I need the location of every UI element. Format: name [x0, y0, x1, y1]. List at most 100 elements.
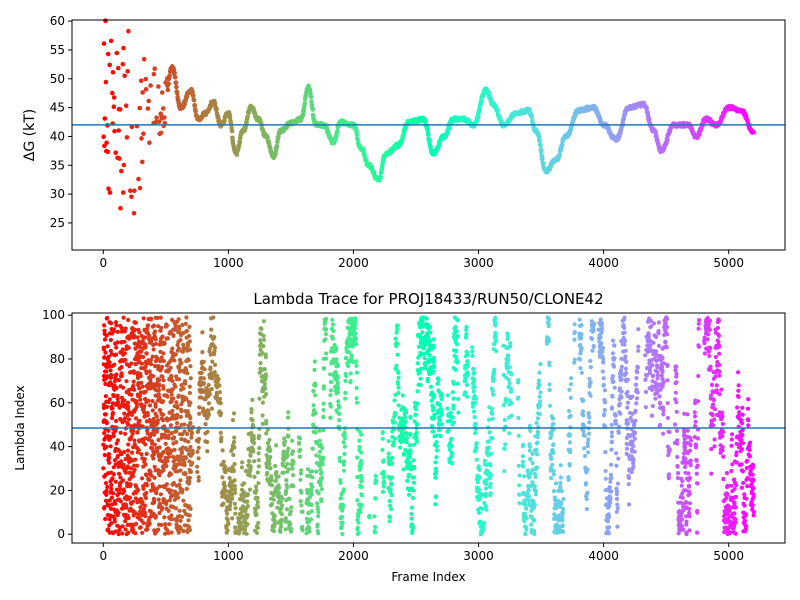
lambda-point [450, 415, 455, 420]
lambda-point [297, 441, 302, 446]
lambda-point [144, 473, 149, 478]
delta-g-point [193, 108, 198, 114]
lambda-point [122, 416, 128, 421]
lambda-point [414, 430, 419, 435]
lambda-point [119, 325, 124, 330]
lambda-point [546, 339, 552, 344]
delta-g-point [132, 188, 137, 193]
delta-g-point [173, 75, 178, 80]
lambda-point [137, 330, 142, 335]
lambda-point [175, 404, 180, 409]
lambda-point [471, 366, 476, 371]
delta-g-point [174, 90, 180, 96]
lambda-point [615, 481, 621, 486]
lambda-point [253, 507, 258, 512]
lambda-point [614, 496, 620, 502]
lambda-point [342, 451, 347, 457]
lambda-point [105, 484, 110, 490]
lambda-point [173, 384, 178, 389]
delta-g-point [538, 149, 544, 155]
lambda-point [137, 418, 142, 423]
delta-g-point [111, 95, 117, 100]
lambda-point [313, 411, 318, 416]
lambda-point [200, 350, 205, 355]
lambda-point [272, 522, 277, 527]
delta-g-point [158, 130, 164, 136]
lambda-point [345, 363, 351, 369]
lambda-point [123, 527, 128, 532]
lambda-point [168, 365, 173, 370]
lambda-point [156, 497, 161, 502]
lambda-point [290, 438, 295, 443]
lambda-point [586, 411, 591, 416]
lambda-point [257, 434, 262, 439]
lambda-point [487, 484, 493, 489]
lambda-point [509, 389, 514, 394]
lambda-point [590, 348, 595, 353]
lambda-point [328, 388, 333, 393]
lambda-point [115, 438, 120, 443]
lambda-point [149, 473, 154, 478]
lambda-point [250, 418, 255, 423]
lambda-point [160, 505, 165, 510]
lambda-point [298, 499, 303, 504]
lambda-point [172, 497, 177, 502]
lambda-point [579, 370, 585, 375]
lambda-point [567, 440, 573, 445]
lambda-point [415, 401, 420, 406]
lambda-point [470, 404, 475, 409]
lambda-point [232, 487, 238, 492]
lambda-point [614, 509, 619, 514]
lambda-point [276, 474, 281, 479]
lambda-point [158, 492, 163, 497]
delta-g-point [378, 174, 383, 180]
lambda-point [548, 465, 553, 471]
lambda-point [105, 315, 110, 321]
lambda-point [585, 467, 590, 472]
lambda-point [150, 354, 155, 359]
lambda-point [300, 509, 305, 514]
lambda-point [538, 390, 543, 395]
lambda-point [493, 323, 498, 328]
y-tick: 25 [50, 216, 72, 230]
lambda-point [517, 483, 522, 488]
delta-g-point [137, 185, 143, 191]
lambda-point [231, 452, 236, 458]
lambda-point [154, 414, 159, 419]
lambda-point [477, 475, 482, 480]
lambda-point [129, 450, 135, 455]
lambda-point [532, 502, 537, 507]
lambda-point [319, 470, 324, 475]
lambda-point [439, 412, 444, 417]
lambda-point [188, 416, 193, 421]
lambda-point [618, 411, 623, 416]
lambda-point [395, 352, 400, 357]
lambda-point [188, 469, 194, 474]
lambda-point [255, 499, 260, 505]
lambda-point [314, 469, 319, 474]
lambda-point [260, 413, 265, 418]
lambda-point [124, 481, 129, 486]
lambda-point [117, 491, 122, 496]
lambda-point [502, 469, 507, 474]
lambda-point [612, 385, 617, 390]
lambda-point [614, 463, 619, 468]
lambda-point [160, 364, 165, 369]
lambda-point [137, 393, 143, 398]
lambda-point [465, 359, 470, 364]
delta-g-point [116, 128, 121, 133]
lambda-point [159, 522, 164, 528]
lambda-point [414, 407, 419, 412]
lambda-point [439, 409, 444, 414]
lambda-point [619, 395, 624, 400]
lambda-point [516, 395, 521, 400]
lambda-point [176, 346, 181, 351]
lambda-point [145, 431, 150, 436]
lambda-point [411, 475, 416, 480]
lambda-point [475, 480, 480, 485]
lambda-point [579, 332, 584, 337]
lambda-point [153, 364, 158, 369]
lambda-point [136, 488, 141, 493]
lambda-point [311, 388, 316, 393]
lambda-point [587, 415, 592, 420]
